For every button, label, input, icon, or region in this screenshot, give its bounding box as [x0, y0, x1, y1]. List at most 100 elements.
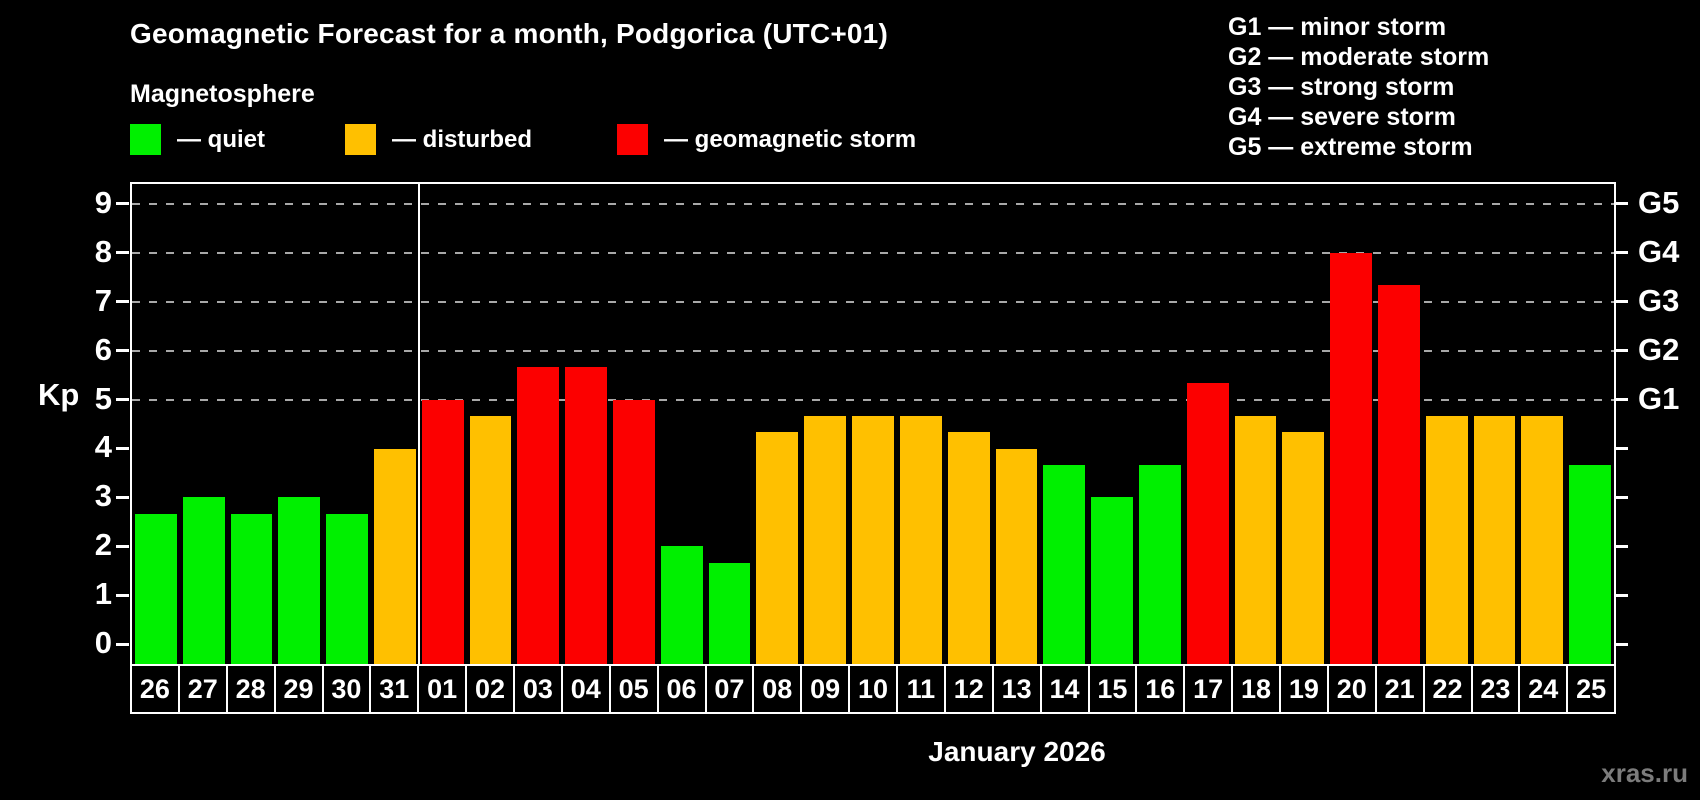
kp-bar-14 — [1043, 464, 1086, 664]
kp-bar-06 — [660, 546, 703, 664]
kp-bar-20 — [1330, 252, 1372, 664]
right-tick-8 — [1615, 251, 1628, 255]
y-axis-label-4: 4 — [94, 429, 112, 465]
left-tick-0 — [116, 642, 129, 646]
legend-item-quiet: — quiet — [130, 124, 265, 155]
kp-bar-08 — [756, 432, 799, 664]
y-axis-label-0: 0 — [94, 625, 112, 661]
date-cell-16: 16 — [1137, 666, 1186, 712]
chart-title: Geomagnetic Forecast for a month, Podgor… — [130, 18, 888, 49]
y-axis-label-7: 7 — [94, 282, 112, 318]
right-tick-0 — [1615, 642, 1628, 646]
g-legend-line-g4: G4 — severe storm — [1228, 103, 1456, 131]
kp-bar-24 — [1521, 415, 1564, 664]
kp-bar-18 — [1234, 415, 1277, 664]
kp-bar-09 — [804, 415, 847, 664]
left-tick-7 — [116, 300, 129, 304]
kp-bar-28 — [230, 513, 273, 664]
right-tick-9 — [1615, 202, 1628, 206]
g-axis-label-g3: G3 — [1638, 282, 1680, 318]
date-cell-10: 10 — [850, 666, 898, 712]
date-cell-08: 08 — [754, 666, 803, 712]
g-axis-label-g5: G5 — [1638, 184, 1680, 220]
kp-bar-23 — [1473, 415, 1516, 664]
date-cell-07: 07 — [707, 666, 755, 712]
y-axis-label-6: 6 — [94, 331, 112, 367]
g-legend-line-g1: G1 — minor storm — [1228, 13, 1447, 41]
date-cell-02: 02 — [467, 666, 515, 712]
date-cell-21: 21 — [1377, 666, 1425, 712]
kp-bar-21 — [1377, 285, 1420, 664]
gridline-kp-8 — [132, 251, 1614, 254]
right-tick-1 — [1615, 593, 1628, 597]
left-tick-5 — [116, 398, 129, 401]
legend-item-storm: — geomagnetic storm — [617, 124, 916, 155]
date-cell-31: 31 — [371, 666, 420, 712]
right-tick-3 — [1615, 495, 1628, 499]
left-tick-3 — [116, 495, 129, 499]
date-cell-18: 18 — [1233, 666, 1281, 712]
left-tick-4 — [116, 446, 129, 450]
kp-bar-07 — [708, 562, 751, 664]
right-tick-4 — [1615, 446, 1628, 450]
kp-bar-12 — [947, 432, 990, 664]
date-cell-23: 23 — [1473, 666, 1521, 712]
left-tick-8 — [116, 251, 129, 255]
g-axis-label-g2: G2 — [1638, 331, 1680, 367]
month-separator-line — [417, 184, 420, 664]
kp-bar-16 — [1138, 464, 1181, 664]
date-cell-13: 13 — [994, 666, 1042, 712]
legend-item-disturbed: — disturbed — [345, 124, 532, 155]
date-cell-17: 17 — [1185, 666, 1234, 712]
watermark: xras.ru — [1601, 758, 1688, 788]
left-tick-2 — [116, 544, 129, 548]
disturbed-swatch-icon — [345, 124, 376, 155]
kp-bar-27 — [182, 497, 225, 664]
date-cell-26: 26 — [132, 666, 180, 712]
g-scale-legend: G1 — minor storm G2 — moderate storm G3 … — [1228, 12, 1489, 162]
y-axis-title: Kp — [38, 377, 80, 412]
kp-bar-05 — [613, 399, 655, 664]
date-cell-28: 28 — [228, 666, 276, 712]
kp-bar-25 — [1569, 464, 1611, 664]
date-cell-12: 12 — [946, 666, 994, 712]
kp-bar-19 — [1282, 432, 1325, 664]
left-tick-9 — [116, 202, 129, 206]
date-cell-27: 27 — [180, 666, 228, 712]
left-tick-1 — [116, 593, 129, 597]
kp-bar-30 — [326, 513, 369, 664]
date-cell-14: 14 — [1042, 666, 1090, 712]
date-cell-15: 15 — [1090, 666, 1138, 712]
date-cell-06: 06 — [659, 666, 707, 712]
date-cell-11: 11 — [898, 666, 946, 712]
date-cell-25: 25 — [1568, 666, 1617, 712]
g-axis-label-g1: G1 — [1638, 380, 1680, 416]
y-axis-label-8: 8 — [94, 233, 112, 269]
kp-bar-10 — [852, 415, 894, 664]
date-cell-20: 20 — [1329, 666, 1377, 712]
g-legend-line-g3: G3 — strong storm — [1228, 73, 1455, 101]
date-cell-09: 09 — [802, 666, 851, 712]
quiet-swatch-icon — [130, 124, 161, 155]
y-axis-label-2: 2 — [94, 527, 112, 563]
date-cell-22: 22 — [1425, 666, 1473, 712]
y-axis-label-5: 5 — [94, 380, 112, 416]
date-cell-01: 01 — [419, 666, 468, 712]
right-tick-5 — [1615, 398, 1628, 401]
g-axis-label-g4: G4 — [1638, 233, 1680, 269]
legend-label-quiet: — quiet — [177, 125, 265, 153]
right-tick-7 — [1615, 300, 1628, 304]
kp-bar-01 — [421, 399, 464, 664]
kp-bar-22 — [1425, 415, 1468, 664]
legend-label-disturbed: — disturbed — [392, 125, 533, 153]
kp-bar-26 — [135, 513, 177, 664]
date-cell-24: 24 — [1520, 666, 1569, 712]
date-cell-04: 04 — [563, 666, 611, 712]
y-axis-label-1: 1 — [94, 576, 112, 612]
date-cell-05: 05 — [611, 666, 659, 712]
kp-bar-03 — [517, 366, 560, 664]
date-cell-03: 03 — [515, 666, 563, 712]
plot-area — [130, 182, 1616, 666]
kp-bar-04 — [565, 366, 608, 664]
